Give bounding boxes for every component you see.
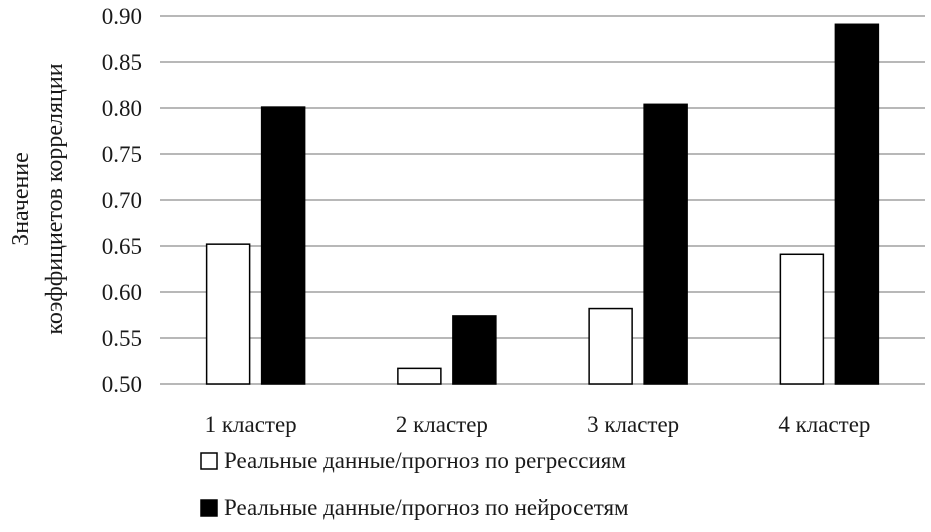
legend-swatch [200,499,218,517]
y-tick-label: 0.90 [102,4,142,29]
y-tick-label: 0.60 [102,280,142,305]
x-tick-labels: 1 кластер 2 кластер 3 кластер 4 кластер [205,412,871,437]
y-tick-label: 0.70 [102,188,142,213]
bar-regression-3 [588,307,633,385]
x-tick-label: 1 кластер [205,412,297,437]
legend-label: Реальные данные/прогноз по регрессиям [224,448,626,473]
legend-label: Реальные данные/прогноз по нейросетям [224,495,629,520]
y-tick-label: 0.80 [102,96,142,121]
bars [205,23,880,385]
y-tick-label: 0.85 [102,50,142,75]
bar-neural-1 [260,106,306,385]
bar-neural-2 [452,315,497,385]
y-tick-label: 0.50 [102,372,142,397]
bar-regression-4 [779,253,825,385]
y-axis-label: Значение коэффициетов корреляции [8,63,68,334]
bar-neural-3 [643,103,688,385]
x-tick-label: 4 кластер [778,412,870,437]
legend: Реальные данные/прогноз по регрессиям Реа… [200,448,629,520]
x-tick-label: 3 кластер [587,412,679,437]
y-tick-labels: 0.50 0.55 0.60 0.65 0.70 0.75 0.80 0.85 0.90 [102,4,142,397]
y-axis-label-line-2: коэффициетов корреляции [42,63,68,334]
y-tick-label: 0.55 [102,326,142,351]
y-tick-label: 0.65 [102,234,142,259]
bar-regression-2 [397,367,442,385]
bar-neural-4 [834,23,880,385]
x-tick-label: 2 кластер [396,412,488,437]
y-axis-label-line-1: Значение [8,152,34,246]
y-tick-label: 0.75 [102,142,142,167]
bar-regression-1 [205,243,251,385]
legend-swatch [200,452,218,470]
